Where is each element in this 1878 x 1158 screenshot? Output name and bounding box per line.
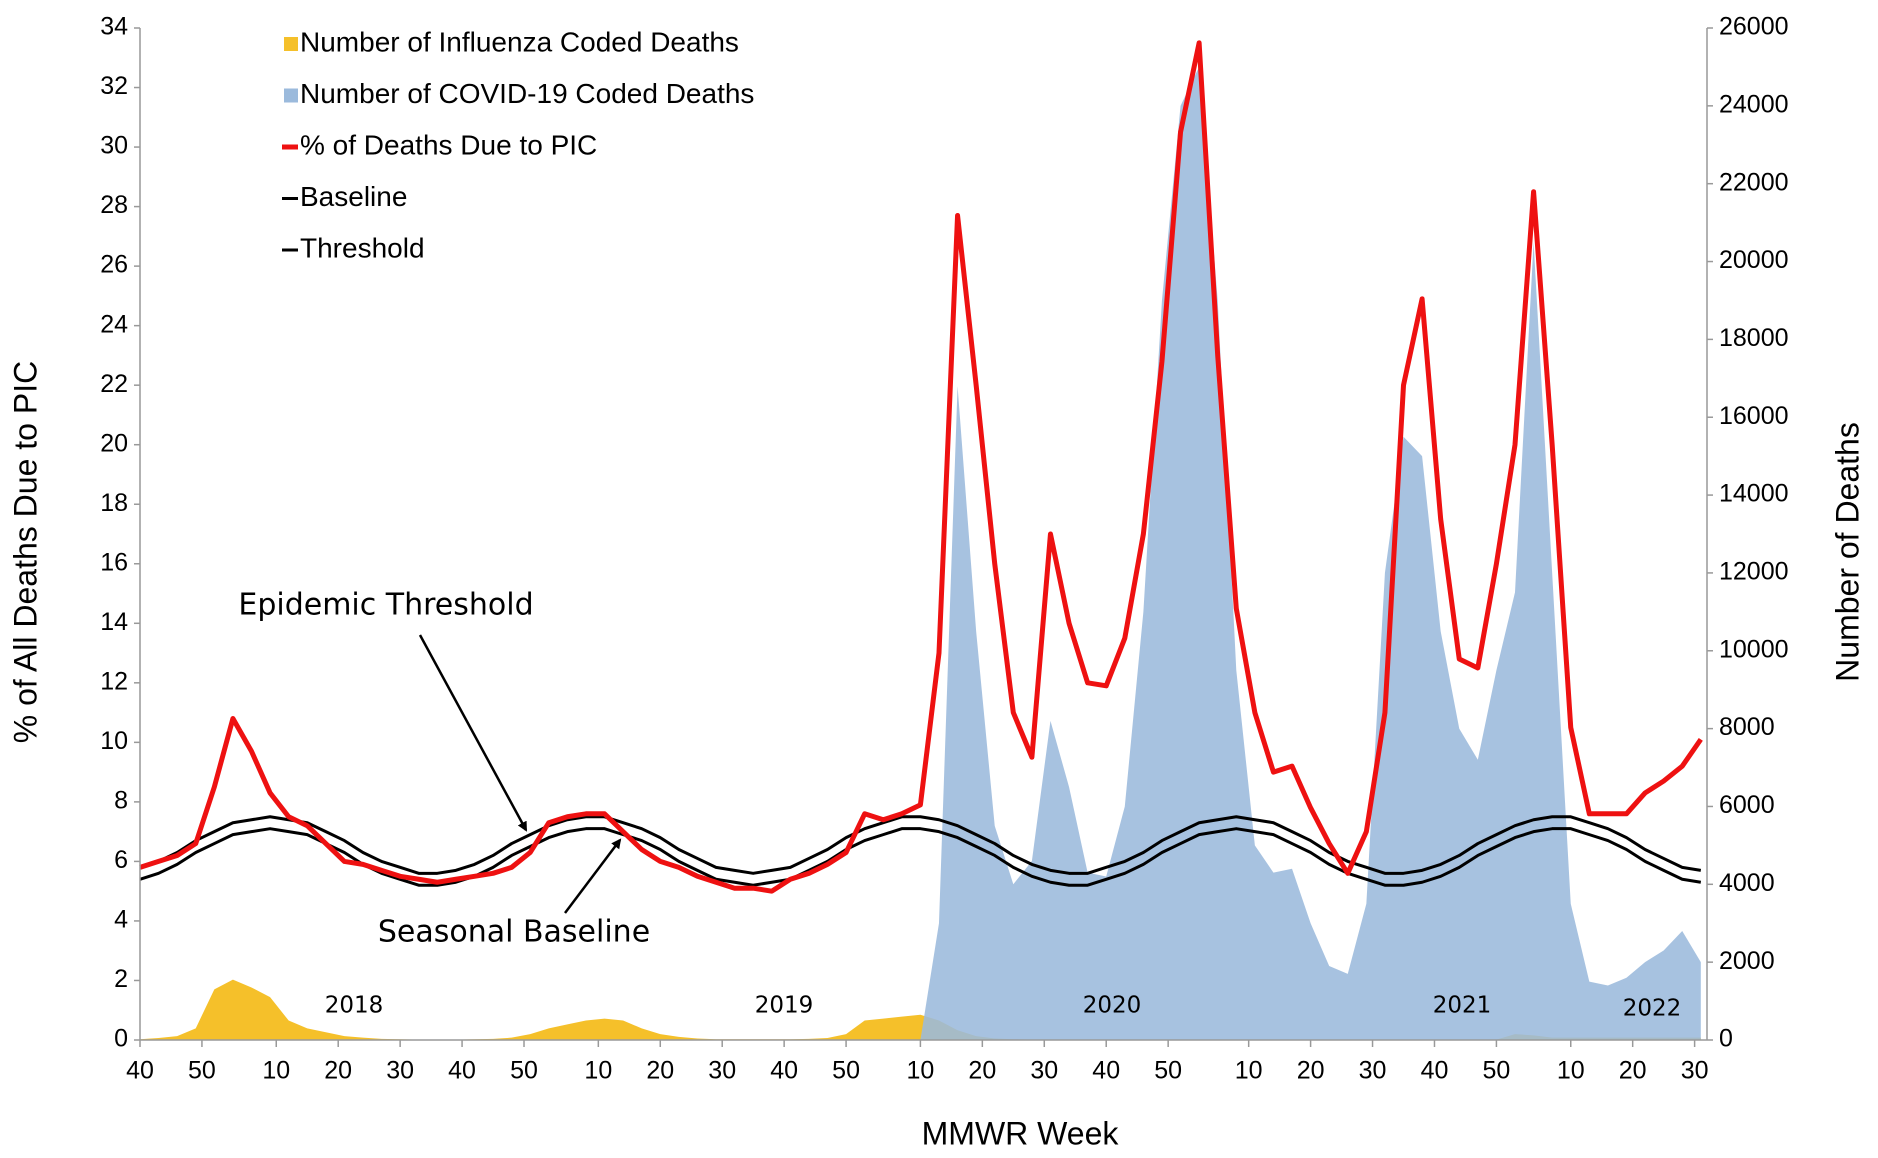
y-tick-label: 14 bbox=[100, 608, 128, 636]
x-tick-label: 10 bbox=[584, 1057, 612, 1085]
legend-label: Baseline bbox=[300, 181, 407, 212]
y-tick-label: 2 bbox=[114, 965, 128, 993]
x-tick-label: 30 bbox=[1030, 1057, 1058, 1085]
y2-tick-label: 8000 bbox=[1719, 713, 1775, 741]
y2-tick-label: 2000 bbox=[1719, 947, 1775, 975]
y-tick-label: 10 bbox=[100, 727, 128, 755]
axes bbox=[134, 27, 1713, 1047]
y-tick-label: 8 bbox=[114, 786, 128, 814]
y-tick-label: 18 bbox=[100, 489, 128, 517]
y2-tick-label: 22000 bbox=[1719, 168, 1789, 196]
y2-tick-label: 6000 bbox=[1719, 791, 1775, 819]
y2-tick-label: 16000 bbox=[1719, 402, 1789, 430]
year-label: 2022 bbox=[1623, 996, 1682, 1022]
y2-tick-label: 14000 bbox=[1719, 480, 1789, 508]
legend-label: Number of COVID-19 Coded Deaths bbox=[300, 78, 754, 109]
y2-tick-label: 12000 bbox=[1719, 558, 1789, 586]
y-tick-label: 32 bbox=[100, 72, 128, 100]
y2-tick-label: 24000 bbox=[1719, 90, 1789, 118]
x-tick-label: 40 bbox=[448, 1057, 476, 1085]
x-axis-title: MMWR Week bbox=[922, 1115, 1120, 1151]
year-label: 2021 bbox=[1433, 993, 1492, 1019]
x-tick-label: 10 bbox=[1235, 1057, 1263, 1085]
legend-swatch bbox=[284, 88, 298, 103]
x-tick-label: 50 bbox=[832, 1057, 860, 1085]
y2-tick-label: 10000 bbox=[1719, 635, 1789, 663]
y2-tick-label: 26000 bbox=[1719, 13, 1789, 41]
y2-tick-label: 20000 bbox=[1719, 246, 1789, 274]
x-tick-label: 30 bbox=[386, 1057, 414, 1085]
legend-swatch bbox=[284, 37, 298, 51]
x-tick-label: 50 bbox=[1154, 1057, 1182, 1085]
x-tick-label: 50 bbox=[510, 1057, 538, 1085]
year-label: 2019 bbox=[755, 993, 814, 1019]
y-tick-label: 0 bbox=[114, 1025, 128, 1053]
x-tick-label: 10 bbox=[262, 1057, 290, 1085]
y-tick-label: 16 bbox=[100, 548, 128, 576]
x-tick-label: 20 bbox=[1297, 1057, 1325, 1085]
line bbox=[139, 827, 1702, 887]
annotation: Seasonal Baseline bbox=[378, 915, 650, 950]
x-tick-label: 40 bbox=[126, 1057, 154, 1085]
y-axis-title: % of All Deaths Due to PIC bbox=[7, 361, 43, 743]
y-tick-label: 12 bbox=[100, 667, 128, 695]
x-tick-label: 20 bbox=[1619, 1057, 1647, 1085]
y-tick-label: 30 bbox=[100, 132, 128, 160]
x-tick-label: 20 bbox=[968, 1057, 996, 1085]
x-tick-label: 30 bbox=[1359, 1057, 1387, 1085]
x-tick-label: 40 bbox=[1421, 1057, 1449, 1085]
x-tick-label: 30 bbox=[708, 1057, 736, 1085]
x-tick-label: 20 bbox=[646, 1057, 674, 1085]
legend: Number of Influenza Coded Deaths Number o… bbox=[282, 26, 754, 263]
y2-tick-label: 0 bbox=[1719, 1025, 1733, 1053]
legend-label: % of Deaths Due to PIC bbox=[300, 129, 597, 160]
y2-axis-title: Number of Deaths bbox=[1829, 422, 1865, 682]
x-tick-label: 20 bbox=[324, 1057, 352, 1085]
y-tick-label: 24 bbox=[100, 310, 128, 338]
y-tick-label: 20 bbox=[100, 429, 128, 457]
x-tick-label: 50 bbox=[1483, 1057, 1511, 1085]
y-tick-label: 26 bbox=[100, 251, 128, 279]
year-label: 2018 bbox=[325, 993, 384, 1019]
y-tick-label: 22 bbox=[100, 370, 128, 398]
x-tick-label: 10 bbox=[1557, 1057, 1585, 1085]
y-tick-label: 4 bbox=[114, 906, 128, 934]
area bbox=[140, 979, 1701, 1040]
x-tick-label: 10 bbox=[906, 1057, 934, 1085]
annotation: Epidemic Threshold bbox=[238, 588, 533, 623]
areas bbox=[140, 66, 1701, 1040]
line bbox=[139, 815, 1702, 875]
x-tick-label: 40 bbox=[770, 1057, 798, 1085]
annotation-arrow bbox=[418, 634, 528, 832]
x-tick-label: 40 bbox=[1092, 1057, 1120, 1085]
x-tick-label: 50 bbox=[188, 1057, 216, 1085]
annotation-arrow bbox=[564, 838, 622, 914]
y-tick-label: 28 bbox=[100, 191, 128, 219]
y2-tick-label: 18000 bbox=[1719, 324, 1789, 352]
year-label: 2020 bbox=[1083, 993, 1142, 1019]
x-tick-label: 30 bbox=[1681, 1057, 1709, 1085]
line bbox=[139, 40, 1703, 894]
legend-label: Number of Influenza Coded Deaths bbox=[300, 26, 739, 57]
lines bbox=[139, 40, 1703, 894]
y2-tick-label: 4000 bbox=[1719, 869, 1775, 897]
y-tick-label: 34 bbox=[100, 13, 128, 41]
area bbox=[140, 66, 1701, 1040]
legend-label: Threshold bbox=[300, 232, 425, 263]
y-tick-label: 6 bbox=[114, 846, 128, 874]
